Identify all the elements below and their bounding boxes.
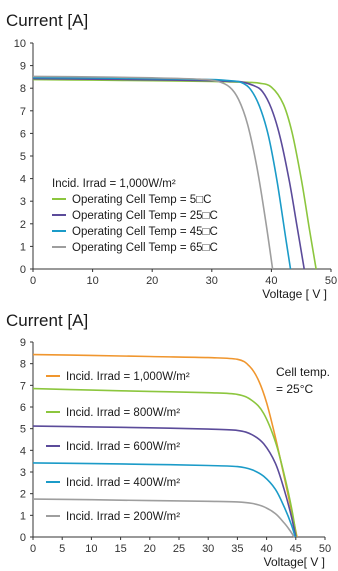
x-tick-label: 10 — [86, 275, 98, 287]
chart-2-legend: Incid. Irrad = 1,000W/m² Incid. Irrad = 8… — [46, 371, 190, 523]
series-line-2 — [32, 77, 305, 270]
legend-label: Incid. Irrad = 600W/m² — [66, 441, 180, 453]
series-line-4 — [32, 75, 274, 270]
x-tick-label: 35 — [231, 543, 243, 555]
y-tick-label: 2 — [20, 489, 26, 501]
x-tick-label: 30 — [202, 543, 214, 555]
chart-1-x-axis-label: Voltage [ V ] — [262, 287, 327, 301]
y-tick-label: 0 — [20, 532, 26, 544]
x-tick-label: 40 — [265, 275, 277, 287]
x-tick-label: 0 — [30, 275, 36, 287]
chart-1-legend: Incid. Irrad = 1,000W/m² Operating Cell … — [52, 178, 218, 254]
chart-2-y-tick-labels: 0 1 2 3 4 5 6 7 8 9 — [20, 337, 33, 544]
y-tick-label: 7 — [20, 106, 26, 118]
chart-2-annotation-line-1: Cell temp. — [276, 365, 330, 379]
chart-1-x-tick-labels: 0 10 20 30 40 50 — [30, 269, 337, 287]
chart-1-y-tick-labels: 0 1 2 3 4 5 6 7 8 9 10 — [14, 38, 33, 276]
x-tick-label: 10 — [85, 543, 97, 555]
legend-label: Incid. Irrad = 400W/m² — [66, 477, 180, 489]
y-tick-label: 9 — [20, 337, 26, 349]
y-tick-label: 5 — [20, 151, 26, 163]
y-tick-label: 7 — [20, 380, 26, 392]
y-tick-label: 8 — [20, 83, 26, 95]
legend-label: Incid. Irrad = 1,000W/m² — [66, 371, 190, 383]
chart-2-x-tick-labels: 0 5 10 15 20 25 30 35 40 45 50 — [30, 537, 331, 555]
x-tick-label: 20 — [146, 275, 158, 287]
legend-label: Operating Cell Temp = 65□C — [72, 242, 218, 254]
chart-2-title: Current [A] — [6, 311, 88, 330]
chart-2-series — [32, 353, 298, 538]
legend-label: Operating Cell Temp = 25□C — [72, 210, 218, 222]
legend-label: Incid. Irrad = 800W/m² — [66, 407, 180, 419]
y-tick-label: 3 — [20, 196, 26, 208]
legend-label: Operating Cell Temp = 45□C — [72, 226, 218, 238]
series-line-4 — [32, 462, 296, 538]
chart-1: Current [A] 0 1 2 3 4 5 6 7 8 9 10 0 10 20 30 40 50 Vol… — [6, 11, 337, 301]
y-tick-label: 6 — [20, 402, 26, 414]
chart-1-legend-title: Incid. Irrad = 1,000W/m² — [52, 178, 176, 190]
x-tick-label: 30 — [206, 275, 218, 287]
y-tick-label: 1 — [20, 510, 26, 522]
y-tick-label: 4 — [20, 445, 26, 457]
x-tick-label: 45 — [290, 543, 302, 555]
legend-label: Incid. Irrad = 200W/m² — [66, 511, 180, 523]
y-tick-label: 2 — [20, 219, 26, 231]
y-tick-label: 6 — [20, 128, 26, 140]
legend-label: Operating Cell Temp = 5□C — [72, 194, 211, 206]
chart-2-annotation-line-2: = 25°C — [276, 382, 313, 396]
y-tick-label: 1 — [20, 241, 26, 253]
x-tick-label: 0 — [30, 543, 36, 555]
chart-2-x-axis-label: Voltage[ V ] — [264, 555, 325, 569]
y-tick-label: 0 — [20, 264, 26, 276]
x-tick-label: 50 — [319, 543, 331, 555]
x-tick-label: 15 — [114, 543, 126, 555]
y-tick-label: 8 — [20, 359, 26, 371]
x-tick-label: 50 — [325, 275, 337, 287]
series-line-1 — [32, 78, 317, 270]
x-tick-label: 25 — [173, 543, 185, 555]
x-tick-label: 40 — [260, 543, 272, 555]
chart-1-title: Current [A] — [6, 11, 88, 30]
series-line-2 — [32, 387, 298, 538]
series-line-5 — [32, 498, 295, 538]
y-tick-label: 3 — [20, 467, 26, 479]
x-tick-label: 20 — [144, 543, 156, 555]
y-tick-label: 5 — [20, 424, 26, 436]
y-tick-label: 9 — [20, 61, 26, 73]
y-tick-label: 4 — [20, 174, 26, 186]
series-line-3 — [32, 425, 297, 538]
series-line-3 — [32, 76, 292, 270]
y-tick-label: 10 — [14, 38, 26, 50]
x-tick-label: 5 — [59, 543, 65, 555]
chart-1-series — [32, 75, 317, 270]
